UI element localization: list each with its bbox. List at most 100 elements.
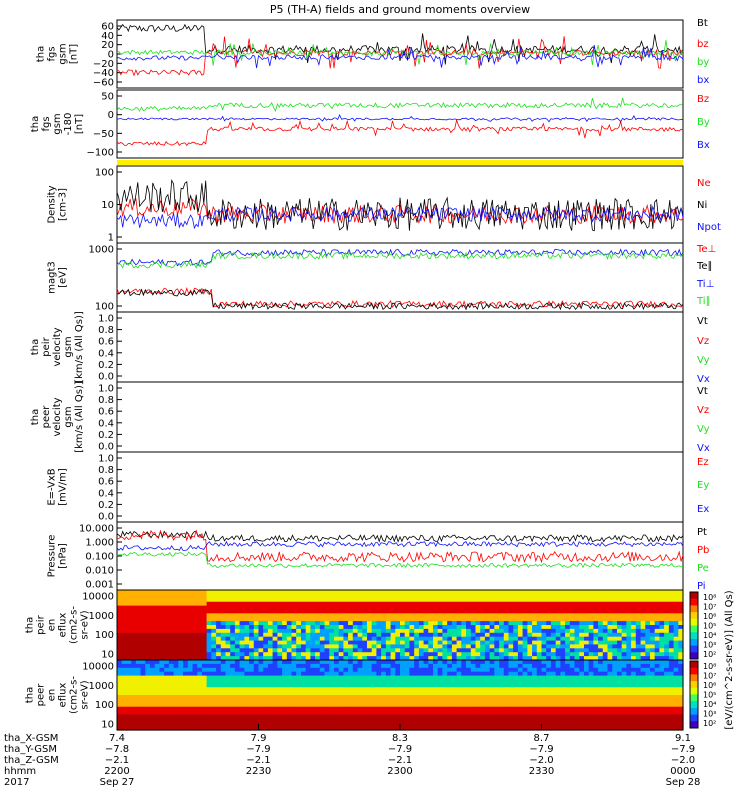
heatmap-cell [442, 660, 448, 665]
heatmap-cell [329, 706, 335, 712]
heatmap-cell [343, 601, 349, 607]
heatmap-cell [536, 652, 543, 657]
heatmap-cell [225, 625, 231, 630]
heatmap-cell [282, 617, 288, 622]
heatmap-cell [659, 636, 665, 642]
heatmap-cell [291, 605, 297, 611]
heatmap-cell [494, 648, 500, 653]
heatmap-cell [395, 710, 401, 716]
heatmap-cell [555, 667, 561, 673]
heatmap-cell [178, 652, 184, 657]
y-axis-label-line: Density [47, 185, 58, 223]
colorbar-tick: 10⁵ [703, 622, 716, 631]
heatmap-cell [532, 663, 538, 669]
heatmap-cell [258, 652, 264, 657]
heatmap-cell [593, 656, 599, 661]
series-line-Pt [116, 530, 684, 543]
heatmap-cell [117, 597, 123, 603]
heatmap-cell [173, 683, 179, 688]
heatmap-cell [249, 593, 255, 599]
heatmap-cell [404, 687, 410, 692]
heatmap-cell [574, 593, 580, 599]
heatmap-cell [433, 636, 439, 642]
heatmap-cell [626, 702, 632, 708]
heatmap-cell [183, 656, 189, 661]
heatmap-cell [211, 671, 217, 677]
heatmap-cell [400, 706, 406, 712]
heatmap-cell [588, 714, 594, 719]
heatmap-cell [513, 621, 519, 626]
heatmap-cell [484, 687, 491, 692]
heatmap-cell [324, 722, 330, 727]
heatmap-cell [593, 671, 599, 677]
heatmap-cell [282, 702, 288, 708]
heatmap-cell [409, 590, 415, 595]
heatmap-cell [334, 698, 340, 704]
heatmap-cell [201, 691, 208, 696]
heatmap-cell [395, 722, 401, 727]
heatmap-cell [470, 640, 477, 646]
heatmap-cell [560, 636, 566, 642]
heatmap-cell [475, 683, 481, 688]
heatmap-cell [489, 660, 495, 665]
y-tick-label: 0.001 [85, 580, 114, 591]
heatmap-cell [536, 593, 543, 599]
heatmap-cell [593, 702, 599, 708]
heatmap-cell [437, 601, 443, 607]
heatmap-cell [239, 679, 245, 684]
heatmap-cell [668, 671, 675, 677]
heatmap-cell [357, 683, 363, 688]
heatmap-cell [565, 601, 571, 607]
heatmap-cell [645, 621, 651, 626]
heatmap-cell [164, 698, 170, 704]
heatmap-cell [414, 628, 420, 634]
heatmap-cell [381, 640, 387, 646]
heatmap-cell [197, 683, 203, 688]
heatmap-cell [277, 706, 283, 712]
heatmap-cell [659, 640, 665, 646]
heatmap-cell [145, 671, 151, 677]
heatmap-cell [395, 597, 401, 603]
heatmap-cell [286, 698, 293, 704]
heatmap-cell [466, 663, 472, 669]
heatmap-cell [645, 644, 651, 649]
heatmap-cell [150, 663, 156, 669]
heatmap-cell [159, 613, 165, 618]
heatmap-cell [593, 590, 599, 595]
heatmap-cell [164, 601, 170, 607]
x-date-label: Sep 27 [100, 777, 135, 788]
heatmap-cell [414, 714, 420, 719]
heatmap-cell [466, 609, 472, 614]
y-tick-label: 0.4 [98, 488, 114, 499]
heatmap-cell [352, 663, 359, 669]
heatmap-cell [588, 632, 594, 638]
heatmap-cell [301, 695, 307, 700]
heatmap-cell [617, 660, 623, 665]
y-tick-label: 100 [95, 700, 114, 711]
heatmap-cell [404, 609, 410, 614]
heatmap-cell [291, 687, 297, 692]
heatmap-cell [404, 640, 410, 646]
heatmap-cell [664, 609, 670, 614]
heatmap-cell [560, 605, 566, 611]
heatmap-cell [409, 663, 415, 669]
heatmap-cell [654, 652, 660, 657]
heatmap-cell [489, 613, 495, 618]
heatmap-cell [546, 710, 552, 716]
heatmap-cell [352, 590, 359, 595]
heatmap-cell [678, 644, 684, 649]
heatmap-cell [201, 636, 208, 642]
heatmap-cell [593, 722, 599, 727]
heatmap-cell [385, 710, 392, 716]
heatmap-cell [154, 683, 160, 688]
heatmap-cell [244, 675, 250, 681]
heatmap-cell [414, 722, 420, 727]
heatmap-cell [635, 636, 642, 642]
heatmap-cell [631, 698, 637, 704]
heatmap-cell [569, 632, 576, 638]
heatmap-cell [211, 644, 217, 649]
heatmap-cell [640, 648, 646, 653]
heatmap-cell [433, 652, 439, 657]
heatmap-cell [385, 718, 392, 723]
heatmap-cell [513, 632, 519, 638]
